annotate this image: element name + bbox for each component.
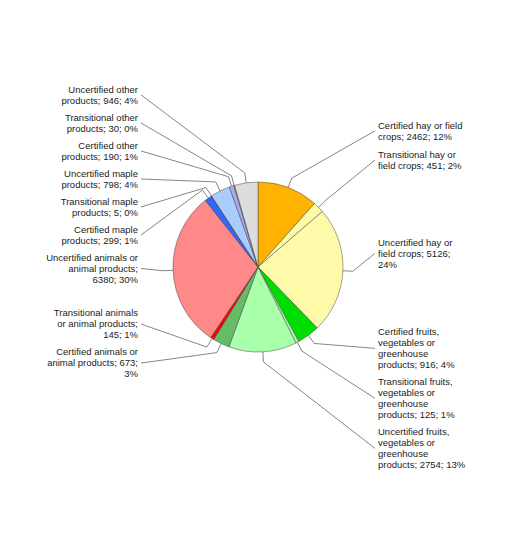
slice-label-line: products; 30; 0% [67,123,139,134]
leader-line [263,352,375,448]
slice-label-line: 24% [378,259,398,270]
slice-label: Uncertified animals oranimal products;63… [46,252,138,285]
slice-label: Certified hay or fieldcrops; 2462; 12% [378,120,462,142]
slice-label: Certified animals oranimal products; 673… [47,346,138,379]
leader-line [141,151,232,186]
slice-label: Certified fruits,vegetables orgreenhouse… [378,326,455,370]
slice-label-line: 6380; 30% [93,274,139,285]
slice-label: Transitional otherproducts; 30; 0% [65,112,139,134]
slice-label: Uncertified otherproducts; 946; 4% [61,84,138,106]
slice-label-line: Transitional fruits, [378,376,453,387]
slice-label-line: Certified hay or field [378,120,462,131]
leader-line [288,131,375,188]
leader-lines [141,95,375,448]
slice-label: Certified mapleproducts; 299; 1% [61,224,138,246]
leader-line [141,179,220,191]
slice-label-line: greenhouse [378,448,428,459]
slice-label-line: vegetables or [378,387,435,398]
slice-label-line: animal products; [68,263,138,274]
slice-label: Certified otherproducts; 190; 1% [61,140,138,162]
leader-line [141,324,212,347]
slice-label-line: 145; 1% [103,329,138,340]
slice-label-line: products; 946; 4% [61,95,138,106]
slice-label: Uncertified mapleproducts; 798; 4% [61,168,138,190]
slice-label: Uncertified hay orfield crops; 5126;24% [378,237,452,270]
slice-label-line: Transitional other [65,112,138,123]
slice-label: Transitional animalsor animal products;1… [54,307,139,340]
slice-label-line: or animal products; [57,318,138,329]
slice-label-line: products; 798; 4% [61,179,138,190]
slice-label-line: animal products; 673; [47,357,138,368]
leader-line [141,344,221,363]
slice-label-line: crops; 2462; 12% [378,131,452,142]
slice-label-line: products; 190; 1% [61,151,138,162]
slice-label: Transitional mapleproducts; 5; 0% [61,196,139,218]
slice-label-line: products; 299; 1% [61,235,138,246]
leader-line [319,160,375,207]
slice-label-line: 3% [124,368,138,379]
slice-label-line: greenhouse [378,348,428,359]
slice-label-line: vegetables or [378,437,435,448]
leader-line [343,253,375,271]
pie [173,182,343,352]
slice-label-line: products; 916; 4% [378,359,455,370]
slice-label: Transitional fruits,vegetables orgreenho… [378,376,455,420]
slice-label-line: field crops; 5126; [378,248,450,259]
slice-label-line: Certified maple [74,224,138,235]
slice-label-line: Uncertified other [68,84,138,95]
slice-label-line: products; 125; 1% [378,409,455,420]
slice-label: Transitional hay orfield crops; 451; 2% [378,149,462,171]
slice-label: Uncertified fruits,vegetables orgreenhou… [378,426,466,470]
slice-label-line: Uncertified hay or [378,237,452,248]
chart: Certified hay or fieldcrops; 2462; 12% Tr… [0,0,517,534]
slice-label-line: Certified other [78,140,138,151]
slice-labels: Certified hay or fieldcrops; 2462; 12% Tr… [46,84,466,470]
leader-line [297,342,375,398]
slice-label-line: Certified animals or [56,346,138,357]
leader-line [141,268,173,270]
leader-line [141,188,211,207]
slice-label-line: Transitional animals [54,307,138,318]
slice-label-line: Uncertified fruits, [378,426,449,437]
pie-slice [235,182,258,267]
slice-label-line: vegetables or [378,337,435,348]
slice-label-line: Transitional maple [61,196,138,207]
slice-label-line: Uncertified animals or [46,252,138,263]
slice-label-line: greenhouse [378,398,428,409]
leader-line [308,335,375,348]
leader-line [141,95,246,183]
slice-label-line: Transitional hay or [378,149,456,160]
slice-label-line: field crops; 451; 2% [378,160,462,171]
slice-label-line: Certified fruits, [378,326,439,337]
slice-label-line: products; 2754; 13% [378,459,466,470]
slice-label-line: products; 5; 0% [72,207,139,218]
slice-label-line: Uncertified maple [64,168,138,179]
